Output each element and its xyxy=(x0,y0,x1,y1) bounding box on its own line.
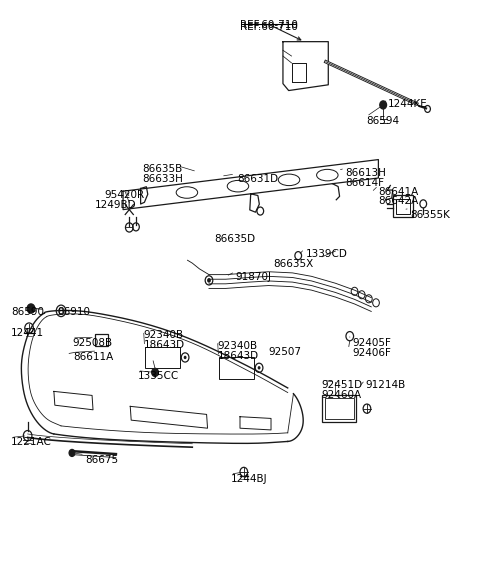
Text: 1249BD: 1249BD xyxy=(95,200,136,210)
Bar xyxy=(396,199,410,214)
Text: 1244KE: 1244KE xyxy=(388,99,428,109)
Text: 12441: 12441 xyxy=(11,328,44,338)
Circle shape xyxy=(207,278,211,283)
Text: 86641A: 86641A xyxy=(378,187,419,197)
Bar xyxy=(325,398,354,419)
Text: 86614F: 86614F xyxy=(345,178,384,188)
Text: 91870J: 91870J xyxy=(235,272,271,281)
Text: 18643D: 18643D xyxy=(217,350,259,361)
Text: 92340B: 92340B xyxy=(144,331,184,340)
Bar xyxy=(218,357,254,379)
Text: 92406F: 92406F xyxy=(353,348,392,358)
Text: REF.60-710: REF.60-710 xyxy=(240,20,298,30)
Text: 86613H: 86613H xyxy=(345,168,386,178)
Circle shape xyxy=(380,101,386,109)
Text: 86642A: 86642A xyxy=(378,197,419,206)
Text: 86635D: 86635D xyxy=(214,234,255,244)
Text: 92340B: 92340B xyxy=(217,341,258,351)
Text: 92405F: 92405F xyxy=(353,338,392,348)
Bar xyxy=(393,195,413,217)
Text: 92451D: 92451D xyxy=(321,380,362,390)
Text: 86631D: 86631D xyxy=(238,174,279,184)
Text: 92460A: 92460A xyxy=(321,390,361,399)
Text: 86635X: 86635X xyxy=(274,259,313,269)
Text: 1335CC: 1335CC xyxy=(137,370,179,381)
Text: 86675: 86675 xyxy=(85,455,118,465)
Circle shape xyxy=(184,355,187,359)
Text: 18643D: 18643D xyxy=(144,340,185,350)
Text: REF.60-710: REF.60-710 xyxy=(240,21,298,32)
Circle shape xyxy=(27,304,35,313)
Text: 86910: 86910 xyxy=(58,307,91,317)
Text: 1244BJ: 1244BJ xyxy=(230,474,267,484)
Text: 1339CD: 1339CD xyxy=(306,249,348,259)
Text: 86594: 86594 xyxy=(366,116,399,127)
Text: 92508B: 92508B xyxy=(72,338,112,348)
Bar xyxy=(322,395,357,423)
Text: 86611A: 86611A xyxy=(73,352,113,362)
Text: 86635B: 86635B xyxy=(142,164,182,174)
Text: 86590: 86590 xyxy=(11,307,44,317)
Text: 91214B: 91214B xyxy=(365,380,405,390)
Text: 95420R: 95420R xyxy=(104,190,144,200)
Text: 1221AC: 1221AC xyxy=(11,438,52,447)
Text: 86355K: 86355K xyxy=(410,210,450,220)
Circle shape xyxy=(258,366,261,369)
Text: 86633H: 86633H xyxy=(142,174,183,184)
Text: 92507: 92507 xyxy=(269,347,301,357)
Circle shape xyxy=(152,368,158,376)
Circle shape xyxy=(69,450,75,457)
Bar xyxy=(95,335,108,346)
Bar xyxy=(144,347,180,368)
